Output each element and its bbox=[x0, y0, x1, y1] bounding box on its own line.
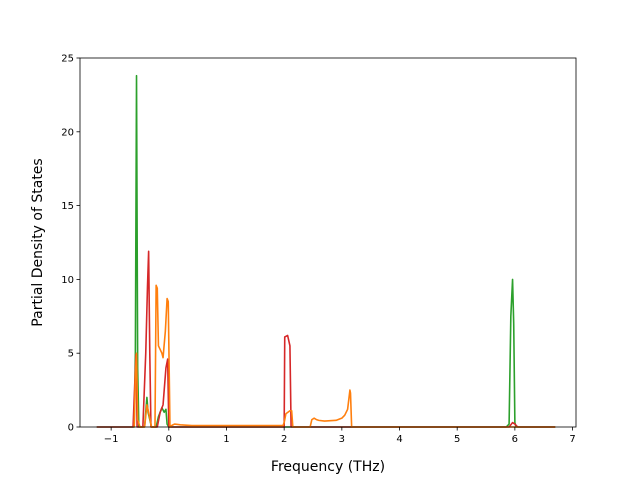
x-tick-label: −1 bbox=[104, 434, 119, 445]
y-axis-label: Partial Density of States bbox=[30, 158, 46, 326]
plot-frame bbox=[79, 57, 577, 428]
y-tick-label: 10 bbox=[61, 275, 74, 286]
y-tick-label: 0 bbox=[68, 423, 74, 434]
x-tick-label: 6 bbox=[512, 434, 518, 445]
x-tick-label: 1 bbox=[223, 434, 229, 445]
y-tick-label: 25 bbox=[61, 54, 74, 65]
x-tick-label: 3 bbox=[339, 434, 345, 445]
x-tick-label: 2 bbox=[281, 434, 287, 445]
x-axis-label: Frequency (THz) bbox=[271, 459, 385, 475]
x-axis-ticks: −1 0 1 2 3 4 5 6 7 bbox=[104, 427, 576, 445]
x-tick-label: 5 bbox=[454, 434, 460, 445]
x-tick-label: 0 bbox=[166, 434, 172, 445]
x-tick-label: 4 bbox=[396, 434, 402, 445]
y-tick-label: 5 bbox=[68, 349, 74, 360]
y-tick-label: 20 bbox=[61, 127, 74, 138]
series-line-3 bbox=[133, 284, 556, 428]
x-tick-label: 7 bbox=[569, 434, 575, 445]
y-tick-label: 15 bbox=[61, 201, 74, 212]
y-axis-ticks: 0 5 10 15 20 25 bbox=[61, 54, 80, 434]
